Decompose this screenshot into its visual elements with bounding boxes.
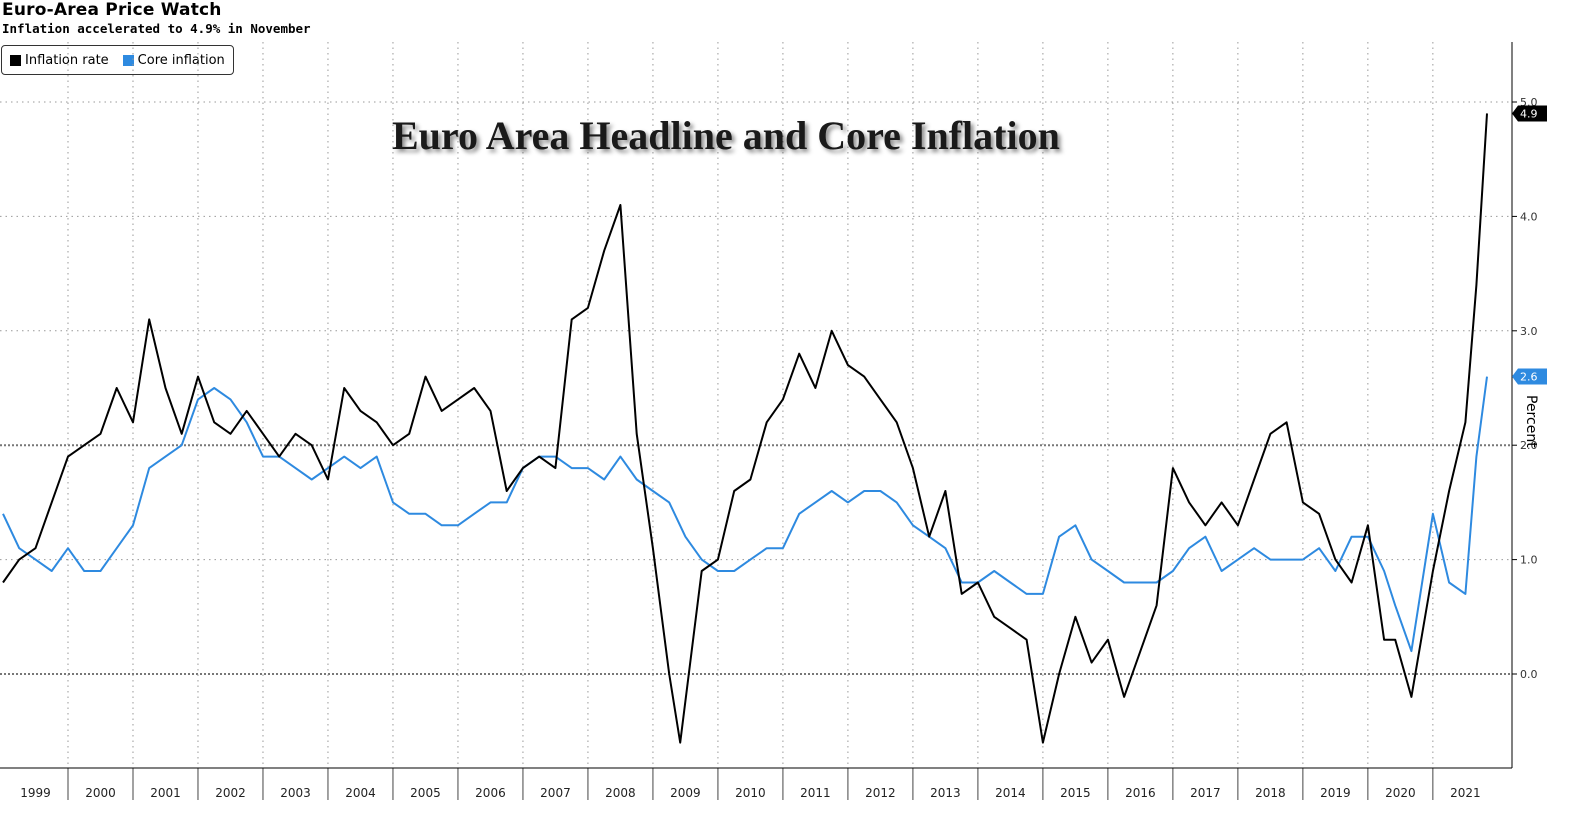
x-tick-label: 2013 [930, 786, 961, 800]
y-tick-label: 0.0 [1520, 668, 1538, 681]
x-tick-label: 2020 [1385, 786, 1416, 800]
x-tick-label: 2009 [670, 786, 701, 800]
x-tick-label: 2006 [475, 786, 506, 800]
last-value-badge-inflation: 4.9 [1512, 105, 1547, 122]
x-tick-label: 2016 [1125, 786, 1156, 800]
x-tick-label: 2019 [1320, 786, 1351, 800]
x-tick-label: 2010 [735, 786, 766, 800]
y-axis-label: Percent [1523, 395, 1539, 448]
last-value-label: 2.6 [1520, 371, 1538, 384]
x-tick-label: 2015 [1060, 786, 1091, 800]
legend-label-inflation: Inflation rate [25, 52, 109, 68]
y-tick-label: 4.0 [1520, 210, 1538, 223]
x-tick-label: 2007 [540, 786, 571, 800]
x-tick-label: 2002 [215, 786, 246, 800]
legend-item-core[interactable]: Core inflation [122, 52, 225, 68]
legend-swatch-core [122, 54, 134, 66]
x-tick-label: 2003 [280, 786, 311, 800]
x-tick-label: 2014 [995, 786, 1026, 800]
y-tick-label: 1.0 [1520, 554, 1538, 567]
x-tick-label: 2021 [1450, 786, 1481, 800]
x-tick-label: 2004 [345, 786, 376, 800]
chart-subtitle: Inflation accelerated to 4.9% in Novembe… [2, 21, 311, 36]
x-tick-label: 2005 [410, 786, 441, 800]
legend: Inflation rate Core inflation [1, 45, 234, 75]
x-tick-label: 2011 [800, 786, 831, 800]
overlay-title: Euro Area Headline and Core Inflation [392, 113, 1060, 158]
x-tick-label: 1999 [20, 786, 51, 800]
y-tick-label: 3.0 [1520, 325, 1538, 338]
last-value-label: 4.9 [1520, 107, 1538, 120]
x-tick-label: 2001 [150, 786, 181, 800]
legend-swatch-inflation [10, 54, 21, 66]
x-tick-label: 2008 [605, 786, 636, 800]
x-tick-label: 2012 [865, 786, 896, 800]
series-line-inflation[interactable] [2, 113, 1488, 744]
x-tick-label: 2017 [1190, 786, 1221, 800]
legend-item-inflation[interactable]: Inflation rate [10, 53, 109, 68]
chart-title: Euro-Area Price Watch [2, 0, 222, 20]
x-tick-label: 2018 [1255, 786, 1286, 800]
x-tick-label: 2000 [85, 786, 116, 800]
y-tick-label: 2.0 [1520, 439, 1538, 452]
last-value-badge-core: 2.6 [1512, 368, 1547, 385]
legend-label-core: Core inflation [137, 52, 225, 68]
series-line-core[interactable] [2, 376, 1488, 653]
